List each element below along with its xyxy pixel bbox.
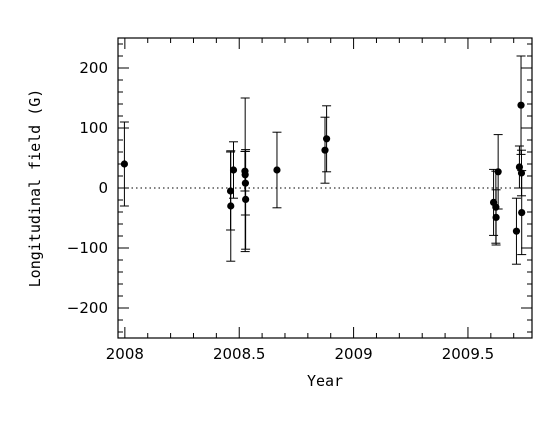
data-point: [515, 163, 524, 171]
data-point: [492, 213, 500, 221]
data-point: [227, 202, 235, 210]
x-tick-label: 2008: [106, 345, 144, 363]
data-point: [492, 203, 500, 211]
x-axis-title: Year: [307, 372, 343, 390]
data-point: [273, 166, 281, 174]
axis-ticks: [118, 38, 532, 338]
y-tick-label: −200: [67, 299, 108, 317]
axis-tick-labels: 2008 2008.5 2009 2009.5 −200 −100 0 100 200: [67, 59, 494, 363]
x-tick-label: 2009.5: [442, 345, 495, 363]
data-point: [517, 169, 526, 177]
data-point: [321, 146, 329, 154]
data-point: [120, 160, 129, 168]
data-point: [242, 195, 250, 203]
x-tick-label: 2009: [334, 345, 372, 363]
error-bars: [119, 55, 527, 265]
y-tick-label: 100: [79, 119, 108, 137]
y-tick-label: 200: [79, 59, 108, 77]
data-point: [241, 171, 249, 179]
data-point: [229, 166, 238, 174]
data-point: [226, 187, 235, 195]
y-tick-label: 0: [98, 179, 108, 197]
data-point: [241, 179, 250, 187]
data-point: [323, 135, 331, 143]
data-points: [120, 101, 526, 235]
data-point: [512, 227, 521, 235]
y-tick-label: −100: [67, 239, 108, 257]
x-tick-label: 2008.5: [213, 345, 266, 363]
data-point: [517, 101, 525, 109]
y-axis-title: Longitudinal field (G): [26, 89, 44, 288]
data-point: [494, 168, 502, 176]
data-point: [518, 209, 526, 217]
